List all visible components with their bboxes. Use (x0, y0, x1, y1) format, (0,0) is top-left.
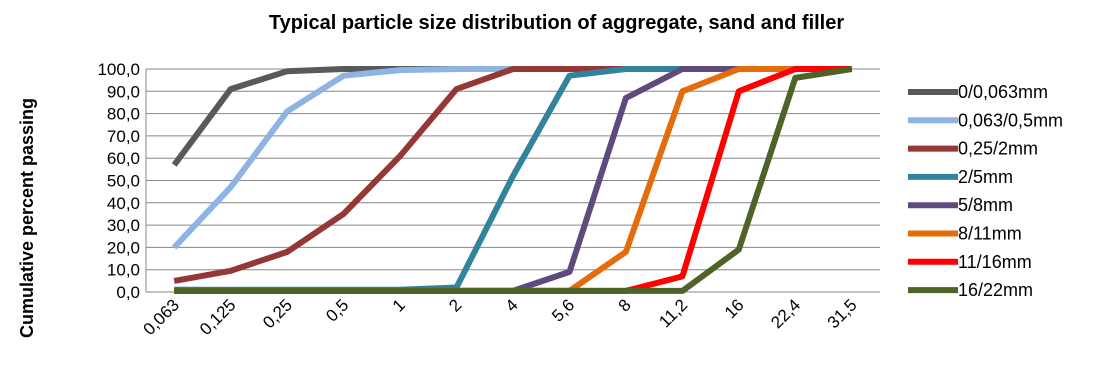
y-tick-label: 20,0 (107, 238, 140, 257)
y-tick-label: 90,0 (107, 82, 140, 101)
legend-label: 5/8mm (958, 195, 1013, 215)
y-tick-label: 80,0 (107, 105, 140, 124)
y-tick-label: 100,0 (97, 60, 140, 79)
legend-label: 8/11mm (958, 224, 1022, 244)
legend-label: 0,063/0,5mm (958, 110, 1063, 130)
y-tick-label: 70,0 (107, 127, 140, 146)
legend-label: 16/22mm (958, 280, 1033, 300)
x-tick-label: 22,4 (767, 295, 804, 332)
y-tick-label: 30,0 (107, 216, 140, 235)
x-tick-label: 0,5 (322, 295, 352, 325)
x-tick-label: 16 (721, 295, 748, 322)
x-tick-label: 0,063 (140, 295, 184, 339)
x-tick-label: 31,5 (824, 295, 861, 332)
x-tick-label: 4 (502, 295, 522, 315)
series-lines (171, 66, 853, 294)
legend-label: 2/5mm (958, 167, 1013, 187)
x-tick-label: 8 (615, 295, 635, 315)
y-axis-title: Cumulative percent passing (17, 98, 37, 338)
y-tick-label: 10,0 (107, 261, 140, 280)
y-tick-label: 0,0 (116, 283, 140, 302)
legend-label: 0/0,063mm (958, 82, 1048, 102)
x-tick-label: 0,25 (259, 295, 296, 332)
series-line (171, 66, 852, 167)
x-tick-label: 5,6 (548, 295, 578, 325)
series-line (174, 66, 853, 294)
legend-label: 11/16mm (958, 252, 1032, 272)
x-axis-ticks: 0,063 0,125 0,25 0,5 1 2 4 5,6 8 11,2 16 22,4 31,5 (140, 295, 861, 339)
x-tick-label: 2 (445, 295, 465, 315)
y-tick-label: 60,0 (107, 149, 140, 168)
legend: 0/0,063mm 0,063/0,5mm 0,25/2mm 2/5mm 5/8mm 8/… (908, 82, 1063, 300)
x-tick-label: 0,125 (196, 295, 240, 339)
x-tick-label: 1 (389, 295, 409, 315)
legend-label: 0,25/2mm (958, 139, 1038, 159)
x-tick-label: 11,2 (655, 295, 691, 331)
y-axis-ticks: 0,0 10,0 20,0 30,0 40,0 50,0 60,0 70,0 80,0 90,0 1… (97, 60, 140, 302)
y-tick-label: 40,0 (107, 194, 140, 213)
chart-title: Typical particle size distribution of ag… (268, 12, 845, 34)
y-tick-label: 50,0 (107, 172, 140, 191)
